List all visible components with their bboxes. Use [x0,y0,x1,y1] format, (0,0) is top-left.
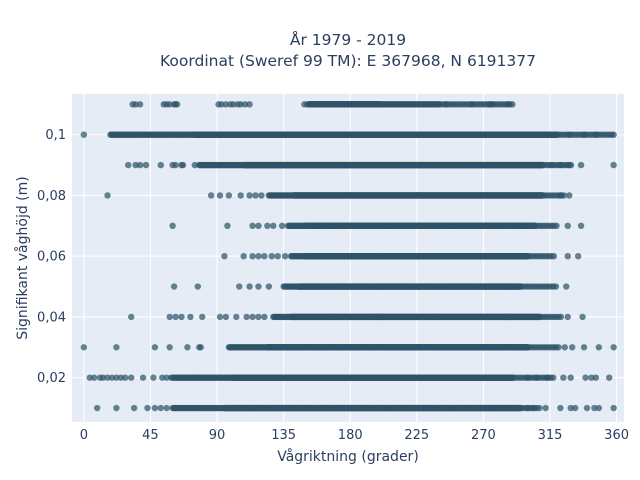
data-point [136,161,144,169]
data-point [255,283,262,290]
data-point [104,192,111,199]
data-point [294,283,302,290]
data-point [240,252,247,260]
data-point [222,101,230,108]
data-point [265,283,273,290]
data-point [564,252,571,260]
data-point [302,222,309,230]
data-point [563,283,570,290]
data-point [610,161,617,169]
data-point [239,161,246,169]
chart-title-line-1: År 1979 - 2019 [290,30,406,49]
data-point [255,252,262,260]
data-point [564,222,571,230]
data-point [237,101,244,108]
data-point [557,192,564,199]
data-point [170,283,178,290]
data-point [157,161,164,169]
data-point [550,252,558,260]
data-point [566,161,573,169]
data-point [246,283,253,290]
data-point [552,283,560,290]
data-point [548,161,555,169]
data-point [577,222,585,230]
data-point [302,252,309,260]
data-point [258,192,265,199]
data-point [191,131,198,138]
data-point [225,192,233,199]
data-point [191,161,199,169]
data-point [505,101,512,108]
data-point [281,252,289,260]
data-point [270,222,277,230]
data-point [566,131,573,138]
data-point [261,252,268,260]
data-point [175,131,182,138]
data-point [274,252,281,260]
data-point [489,101,496,108]
data-point [246,192,253,199]
data-point [151,131,159,138]
data-point [169,222,176,230]
data-point [194,283,201,290]
data-point [136,101,144,108]
data-point [179,161,187,169]
data-point [252,192,259,199]
data-point [132,101,139,108]
data-point [249,252,256,260]
data-point [443,101,450,108]
data-point [241,101,249,108]
data-point [172,161,179,169]
data-point [553,222,560,230]
data-point [278,222,286,230]
data-point [125,161,132,169]
data-point [162,131,169,138]
data-point [255,222,262,230]
data-point [221,252,228,260]
data-point [216,192,224,199]
data-point [218,101,225,108]
data-point [468,101,475,108]
data-point [246,101,253,108]
data-point [110,131,117,138]
data-point [574,252,582,260]
data-point [592,131,600,138]
data-point [236,283,243,290]
data-point [304,101,311,108]
data-point [80,131,88,138]
data-point [207,192,215,199]
chart-title-line-2: Koordinat (Sweref 99 TM): E 367968, N 61… [160,52,536,70]
data-point [566,192,573,199]
data-point [237,192,244,199]
data-point [610,131,617,138]
data-point [224,222,231,230]
data-point [125,131,132,138]
data-point [142,161,150,169]
data-point [264,222,271,230]
data-point [230,101,237,108]
data-points [80,101,617,412]
data-point [166,101,173,108]
data-point [557,161,564,169]
data-point [577,161,585,169]
data-point [249,222,256,230]
data-point [268,252,275,260]
data-point [580,131,588,138]
data-point [117,131,125,138]
data-point [173,101,181,108]
data-point [290,192,297,199]
